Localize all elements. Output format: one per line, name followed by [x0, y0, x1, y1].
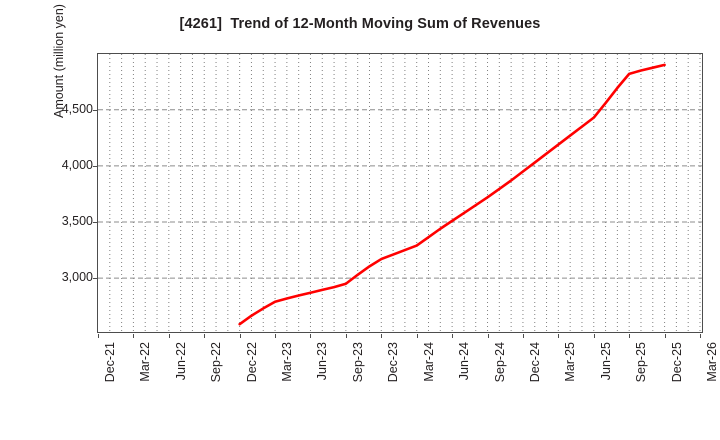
x-axis-tick-label: Jun-23 [315, 342, 330, 381]
x-axis-tick-label: Jun-22 [173, 342, 188, 381]
x-axis-tick-label: Mar-24 [421, 342, 436, 382]
x-axis-tick-mark [523, 334, 524, 338]
x-axis-tick-label: Sep-22 [209, 342, 224, 383]
x-axis-tick-label: Jun-24 [457, 342, 472, 381]
x-axis-tick-label: Mar-23 [280, 342, 295, 382]
y-axis-tick-label: 4,000 [61, 157, 93, 172]
x-axis-tick-label: Mar-26 [705, 342, 719, 382]
y-axis-tick-mark [93, 222, 97, 223]
x-axis-tick-mark [381, 334, 382, 338]
x-axis-tick-label: Dec-23 [386, 342, 401, 383]
x-axis-tick-label: Mar-22 [138, 342, 153, 382]
x-axis-tick-label: Sep-25 [634, 342, 649, 383]
x-axis-tick-mark [417, 334, 418, 338]
x-axis-tick-mark [98, 334, 99, 338]
x-axis-tick-label: Sep-23 [350, 342, 365, 383]
series-lines [238, 63, 666, 326]
chart-title: [4261] Trend of 12-Month Moving Sum of R… [179, 16, 541, 32]
y-axis-tick-mark [93, 278, 97, 279]
y-axis-tick-label: 4,500 [61, 101, 93, 116]
x-axis-tick-mark [275, 334, 276, 338]
y-axis-tick-label: 3,500 [61, 214, 93, 228]
x-axis-tick-mark [700, 334, 701, 338]
x-axis-tick-label: Dec-24 [527, 342, 542, 383]
x-axis-tick-label: Dec-22 [244, 342, 259, 383]
x-axis-tick-mark [452, 334, 453, 338]
x-axis-tick-mark [488, 334, 489, 338]
x-axis-tick-label: Dec-25 [669, 342, 684, 383]
x-axis-tick-label: Mar-25 [563, 342, 578, 382]
x-axis-tick-label: Jun-25 [598, 342, 613, 381]
horizontal-gridlines [98, 109, 702, 279]
y-axis-title-wrapper: Amount (million yen) [2, 4, 66, 333]
y-axis-tick-mark [93, 166, 97, 167]
x-axis-tick-mark [133, 334, 134, 338]
x-axis-tick-label: Sep-24 [492, 342, 507, 383]
x-axis-tick-mark [558, 334, 559, 338]
series-line-0 [238, 63, 666, 326]
x-axis-tick-mark [629, 334, 630, 338]
y-axis-tick-mark [93, 110, 97, 111]
x-axis-tick-mark [204, 334, 205, 338]
x-axis-tick-label: Dec-21 [103, 342, 117, 383]
x-axis-tick-mark [240, 334, 241, 338]
x-axis-tick-mark [594, 334, 595, 338]
plot-svg [98, 54, 702, 332]
x-axis-tick-mark [346, 334, 347, 338]
x-axis-tick-mark [665, 334, 666, 338]
x-axis-tick-mark [310, 334, 311, 338]
plot-area [97, 53, 703, 333]
x-axis-tick-mark [169, 334, 170, 338]
y-axis-tick-label: 3,000 [61, 270, 93, 285]
